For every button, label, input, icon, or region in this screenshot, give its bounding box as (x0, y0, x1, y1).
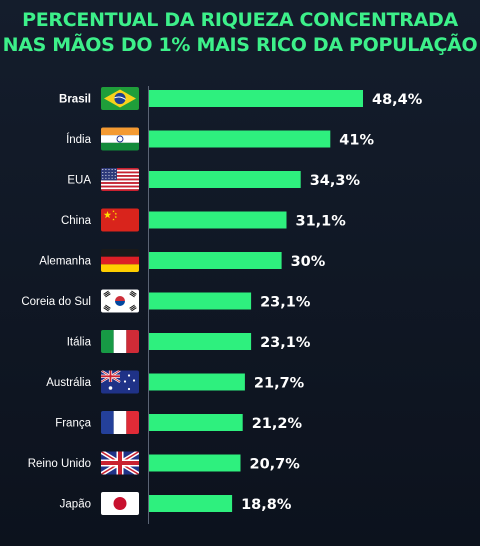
bar-brasil (149, 90, 363, 107)
value-label-japao: 18,8% (241, 497, 292, 513)
france-flag-icon (101, 411, 139, 434)
south-korea-flag-icon (101, 289, 139, 313)
value-label-brasil: 48,4% (372, 92, 423, 108)
bar-rows: Brasil 48,4% Índia 41% EUA 34,3% China 31,1% Ale… (21, 87, 423, 515)
usa-flag-icon (101, 168, 139, 191)
italy-flag-icon (101, 330, 139, 353)
category-label-australia: Austrália (46, 377, 91, 389)
value-label-italia: 23,1% (260, 335, 311, 351)
category-label-japao: Japão (60, 499, 91, 511)
category-label-reino-unido: Reino Unido (28, 458, 91, 470)
value-label-alemanha: 30% (291, 254, 326, 270)
value-label-india: 41% (339, 133, 374, 149)
chart-title-line-1: PERCENTUAL DA RIQUEZA CONCENTRADA (22, 9, 458, 31)
category-label-eua: EUA (67, 175, 91, 187)
bar-japao (149, 495, 233, 512)
china-flag-icon (101, 208, 139, 232)
value-label-eua: 34,3% (310, 173, 361, 189)
bar-coreia-do-sul (149, 292, 252, 310)
bar-australia (149, 373, 245, 391)
bar-reino-unido (149, 454, 241, 472)
bar-china (149, 211, 287, 229)
value-label-reino-unido: 20,7% (250, 457, 301, 473)
category-label-franca: França (55, 418, 91, 430)
uk-flag-icon (101, 451, 139, 475)
value-label-australia: 21,7% (254, 376, 305, 392)
bar-alemanha (149, 252, 282, 269)
chart-title-line-2: NAS MÃOS DO 1% MAIS RICO DA POPULAÇÃO (2, 34, 478, 56)
value-label-china: 31,1% (296, 214, 347, 230)
bar-eua (149, 171, 301, 188)
bar-italia (149, 333, 252, 350)
category-label-italia: Itália (67, 337, 92, 349)
value-label-coreia-do-sul: 23,1% (260, 295, 311, 311)
chart-title: PERCENTUAL DA RIQUEZA CONCENTRADA NAS MÃ… (0, 8, 480, 58)
brazil-flag-icon (101, 87, 139, 110)
germany-flag-icon (101, 249, 139, 272)
japan-flag-icon (101, 492, 139, 515)
category-label-india: Índia (66, 133, 92, 146)
category-label-alemanha: Alemanha (39, 256, 91, 268)
bar-india (149, 130, 331, 148)
india-flag-icon (101, 127, 139, 151)
australia-flag-icon (101, 370, 139, 394)
category-label-brasil: Brasil (59, 94, 91, 106)
category-label-coreia-do-sul: Coreia do Sul (21, 296, 91, 308)
bar-franca (149, 414, 243, 431)
category-label-china: China (61, 215, 92, 227)
value-label-franca: 21,2% (252, 416, 303, 432)
